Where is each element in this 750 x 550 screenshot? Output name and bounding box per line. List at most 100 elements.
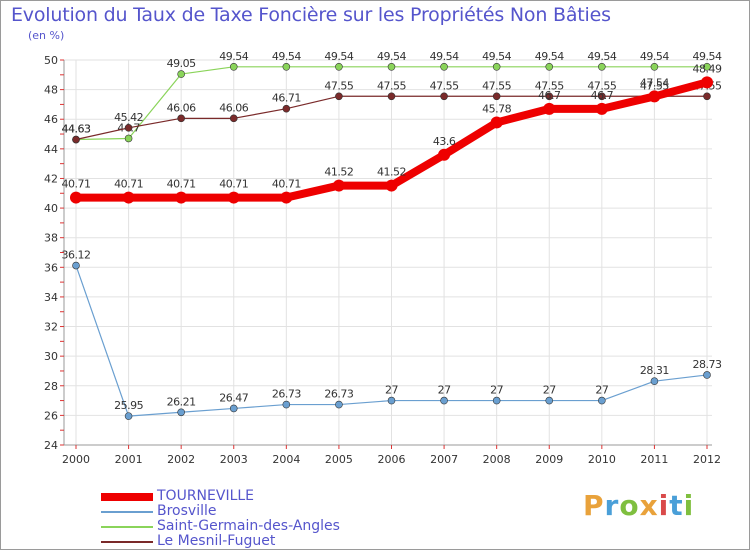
data-label-brosville: 28.73 bbox=[693, 358, 722, 371]
data-point-brosville bbox=[335, 400, 343, 409]
data-label-tourneville: 40.71 bbox=[62, 178, 91, 191]
data-point-tourneville bbox=[701, 76, 713, 89]
y-tick-label: 44 bbox=[44, 143, 58, 156]
data-label-brosville: 27 bbox=[490, 384, 503, 397]
data-label-le-mesnil-fuguet: 47.55 bbox=[587, 79, 616, 92]
data-label-tourneville: 40.71 bbox=[167, 178, 196, 191]
data-point-tourneville bbox=[280, 191, 293, 204]
data-point-le-mesnil-fuguet bbox=[335, 92, 343, 101]
x-tick-label: 2000 bbox=[62, 453, 90, 466]
x-tick-label: 2007 bbox=[430, 453, 458, 466]
data-label-brosville: 26.73 bbox=[272, 388, 301, 401]
logo-letter: o bbox=[619, 489, 640, 522]
data-point-tourneville bbox=[490, 116, 503, 129]
x-tick-label: 2011 bbox=[640, 453, 668, 466]
y-tick-label: 32 bbox=[44, 321, 58, 334]
legend-label: Brosville bbox=[157, 503, 217, 519]
data-point-brosville bbox=[124, 412, 133, 420]
data-label-tourneville: 45.78 bbox=[482, 102, 511, 115]
data-label-le-mesnil-fuguet: 47.55 bbox=[324, 79, 353, 92]
data-label-tourneville: 40.71 bbox=[114, 178, 143, 191]
data-point-brosville bbox=[703, 371, 711, 379]
data-label-saint-germain-des-angles: 49.54 bbox=[482, 50, 511, 63]
data-label-brosville: 26.47 bbox=[219, 391, 248, 404]
data-label-saint-germain-des-angles: 49.54 bbox=[535, 50, 564, 63]
data-label-le-mesnil-fuguet: 46.06 bbox=[167, 101, 196, 114]
data-label-saint-germain-des-angles: 44.63 bbox=[62, 123, 91, 136]
logo-letter: i bbox=[658, 489, 670, 522]
data-label-le-mesnil-fuguet: 47.55 bbox=[482, 79, 511, 92]
y-tick-label: 24 bbox=[44, 439, 58, 452]
logo-letter: P bbox=[583, 489, 605, 522]
data-label-tourneville: 41.52 bbox=[324, 166, 353, 179]
data-label-brosville: 27 bbox=[385, 384, 398, 397]
data-point-brosville bbox=[492, 396, 501, 405]
legend-swatch bbox=[101, 511, 153, 513]
data-point-le-mesnil-fuguet bbox=[282, 104, 291, 113]
data-point-tourneville bbox=[175, 191, 188, 204]
y-tick-label: 50 bbox=[44, 54, 58, 67]
data-point-saint-germain-des-angles bbox=[545, 63, 554, 71]
data-label-brosville: 28.31 bbox=[640, 364, 669, 377]
x-tick-label: 2009 bbox=[535, 453, 563, 466]
data-label-tourneville: 48.49 bbox=[693, 62, 722, 75]
chart-title: Evolution du Taux de Taxe Foncière sur l… bbox=[11, 4, 611, 26]
data-label-tourneville: 40.71 bbox=[272, 178, 301, 191]
data-label-tourneville: 47.54 bbox=[640, 76, 669, 89]
data-point-saint-germain-des-angles bbox=[124, 134, 133, 143]
data-point-tourneville bbox=[332, 179, 345, 192]
data-label-le-mesnil-fuguet: 44.63 bbox=[62, 123, 91, 136]
data-label-saint-germain-des-angles: 49.54 bbox=[693, 50, 722, 63]
data-label-brosville: 25.95 bbox=[114, 399, 143, 412]
data-point-saint-germain-des-angles bbox=[335, 63, 343, 71]
data-point-le-mesnil-fuguet bbox=[598, 92, 606, 101]
data-point-brosville bbox=[598, 396, 606, 405]
data-point-le-mesnil-fuguet bbox=[387, 92, 396, 101]
data-point-le-mesnil-fuguet bbox=[492, 92, 501, 101]
data-point-brosville bbox=[650, 377, 659, 385]
data-point-brosville bbox=[72, 261, 80, 270]
data-point-tourneville bbox=[543, 102, 556, 115]
legend-swatch bbox=[101, 526, 153, 528]
data-point-tourneville bbox=[385, 179, 398, 192]
data-label-brosville: 26.73 bbox=[324, 388, 353, 401]
y-tick-label: 38 bbox=[44, 232, 58, 245]
logo-letter: x bbox=[639, 489, 659, 522]
legend-label: Saint-Germain-des-Angles bbox=[157, 518, 340, 534]
data-label-tourneville: 46.7 bbox=[591, 89, 614, 102]
legend-label: TOURNEVILLE bbox=[157, 488, 255, 504]
y-tick-label: 36 bbox=[44, 261, 58, 274]
data-point-le-mesnil-fuguet bbox=[440, 92, 448, 101]
data-point-brosville bbox=[440, 396, 448, 405]
data-point-tourneville bbox=[70, 191, 82, 204]
y-tick-label: 30 bbox=[44, 350, 58, 363]
data-label-saint-germain-des-angles: 49.54 bbox=[430, 50, 459, 63]
proxiti-logo: Proxiti bbox=[583, 489, 694, 522]
legend-swatch bbox=[101, 493, 153, 501]
data-label-tourneville: 46.7 bbox=[538, 89, 561, 102]
y-tick-label: 40 bbox=[44, 202, 58, 215]
x-tick-label: 2012 bbox=[693, 453, 721, 466]
data-label-tourneville: 41.52 bbox=[377, 166, 406, 179]
x-tick-label: 2005 bbox=[325, 453, 353, 466]
data-point-tourneville bbox=[227, 191, 240, 204]
data-point-le-mesnil-fuguet bbox=[703, 92, 711, 101]
data-label-le-mesnil-fuguet: 47.55 bbox=[377, 79, 406, 92]
y-tick-label: 46 bbox=[44, 113, 58, 126]
data-point-brosville bbox=[282, 400, 291, 409]
data-label-le-mesnil-fuguet: 46.06 bbox=[219, 101, 248, 114]
x-tick-label: 2008 bbox=[483, 453, 511, 466]
data-label-le-mesnil-fuguet: 45.42 bbox=[114, 111, 143, 124]
data-label-brosville: 27 bbox=[543, 384, 556, 397]
data-point-tourneville bbox=[648, 90, 661, 103]
data-label-le-mesnil-fuguet: 47.55 bbox=[535, 79, 564, 92]
x-tick-label: 2006 bbox=[378, 453, 406, 466]
data-point-le-mesnil-fuguet bbox=[177, 114, 185, 123]
legend-swatch bbox=[101, 541, 153, 543]
data-label-saint-germain-des-angles: 49.54 bbox=[219, 50, 248, 63]
data-point-brosville bbox=[545, 396, 554, 405]
data-label-saint-germain-des-angles: 49.54 bbox=[377, 50, 406, 63]
data-label-saint-germain-des-angles: 49.05 bbox=[167, 57, 196, 70]
data-point-brosville bbox=[177, 408, 185, 417]
